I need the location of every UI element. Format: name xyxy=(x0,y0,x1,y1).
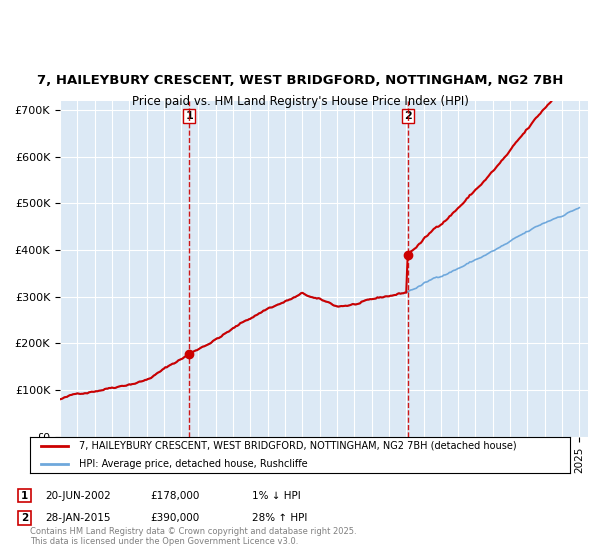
Text: 2: 2 xyxy=(21,513,28,523)
Text: 1% ↓ HPI: 1% ↓ HPI xyxy=(252,491,301,501)
Text: 1: 1 xyxy=(21,491,28,501)
Text: 28% ↑ HPI: 28% ↑ HPI xyxy=(252,513,307,523)
Text: £178,000: £178,000 xyxy=(150,491,199,501)
Text: 2: 2 xyxy=(404,111,412,121)
Text: 20-JUN-2002: 20-JUN-2002 xyxy=(45,491,111,501)
Text: 28-JAN-2015: 28-JAN-2015 xyxy=(45,513,110,523)
Text: 1: 1 xyxy=(185,111,193,121)
Text: £390,000: £390,000 xyxy=(150,513,199,523)
Text: HPI: Average price, detached house, Rushcliffe: HPI: Average price, detached house, Rush… xyxy=(79,459,307,469)
Text: 7, HAILEYBURY CRESCENT, WEST BRIDGFORD, NOTTINGHAM, NG2 7BH: 7, HAILEYBURY CRESCENT, WEST BRIDGFORD, … xyxy=(37,74,563,87)
Text: 7, HAILEYBURY CRESCENT, WEST BRIDGFORD, NOTTINGHAM, NG2 7BH (detached house): 7, HAILEYBURY CRESCENT, WEST BRIDGFORD, … xyxy=(79,441,516,451)
Text: Contains HM Land Registry data © Crown copyright and database right 2025.
This d: Contains HM Land Registry data © Crown c… xyxy=(30,526,356,546)
Text: Price paid vs. HM Land Registry's House Price Index (HPI): Price paid vs. HM Land Registry's House … xyxy=(131,95,469,108)
